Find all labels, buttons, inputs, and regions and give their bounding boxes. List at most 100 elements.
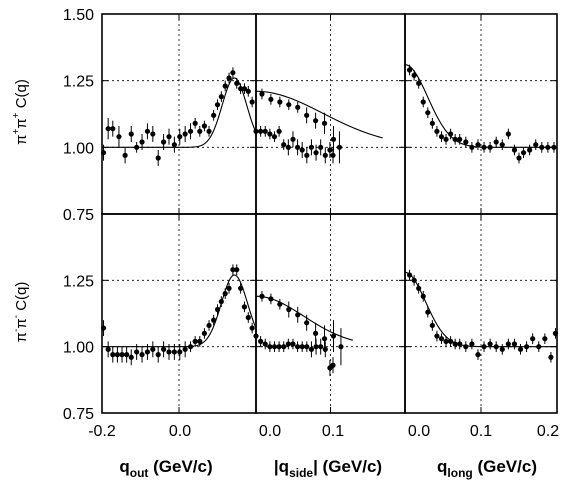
panel-frame	[255, 213, 406, 414]
data-point	[197, 128, 203, 134]
data-point	[150, 346, 156, 352]
fit-curve-panel-1	[255, 90, 383, 139]
data-point	[214, 102, 221, 108]
data-point	[448, 131, 454, 137]
data-point	[206, 128, 212, 134]
data-point	[245, 88, 251, 94]
data-point	[267, 131, 273, 137]
data-point	[211, 317, 217, 323]
data-point	[155, 352, 161, 358]
data-point	[443, 136, 449, 142]
x-tick-label: 0.2	[537, 423, 559, 440]
data-point	[201, 330, 208, 336]
data-point	[545, 144, 551, 150]
data-point	[105, 346, 111, 352]
data-point	[322, 152, 328, 158]
data-point	[155, 155, 161, 161]
data-point	[201, 123, 208, 129]
data-point	[144, 128, 151, 134]
data-point	[299, 147, 305, 153]
data-point	[457, 341, 463, 347]
data-point	[295, 312, 301, 318]
data-point	[171, 349, 177, 355]
data-point	[222, 291, 228, 297]
data-point	[469, 341, 475, 347]
data-point	[226, 285, 232, 291]
y-tick-label: 1.00	[63, 340, 94, 357]
x-axis-label: |qside| (GeV/c)	[274, 457, 382, 480]
data-point	[308, 346, 315, 352]
data-point	[234, 267, 240, 273]
data-point	[105, 126, 111, 132]
data-point	[182, 346, 188, 352]
data-point	[241, 304, 248, 310]
data-point	[530, 336, 536, 342]
data-point	[481, 344, 487, 350]
data-point	[134, 144, 140, 150]
data-point	[416, 285, 422, 291]
data-point	[267, 344, 273, 350]
data-point	[481, 144, 487, 150]
data-point	[330, 152, 336, 158]
fit-curve-panel-2	[404, 64, 557, 148]
data-point	[218, 298, 224, 305]
data-point	[438, 134, 445, 140]
data-point	[318, 144, 324, 150]
data-point	[499, 346, 505, 352]
data-point	[139, 352, 145, 358]
data-point	[150, 131, 156, 137]
data-point	[218, 94, 224, 100]
data-point	[258, 128, 264, 134]
data-point	[249, 325, 255, 331]
data-point	[245, 314, 251, 321]
x-tick-label: -0.2	[88, 423, 116, 440]
data-point	[499, 142, 505, 148]
data-point	[536, 344, 542, 350]
data-point	[516, 155, 522, 161]
data-point	[171, 142, 177, 148]
data-point	[161, 139, 167, 145]
data-point	[268, 296, 274, 302]
data-point	[116, 134, 122, 140]
data-point	[511, 147, 518, 153]
data-point	[457, 136, 463, 142]
data-point	[542, 336, 548, 342]
data-point	[338, 344, 344, 350]
data-point	[124, 352, 130, 358]
data-point	[411, 72, 417, 78]
data-point	[277, 301, 283, 307]
data-point	[493, 139, 499, 145]
data-point	[295, 104, 301, 110]
data-point	[322, 346, 328, 352]
data-point	[321, 120, 328, 126]
data-point	[533, 142, 539, 148]
fit-curve-panel-0	[102, 77, 257, 148]
data-point	[192, 338, 198, 344]
data-point	[166, 134, 172, 140]
data-point	[330, 362, 336, 368]
data-point	[294, 344, 301, 350]
data-point	[290, 136, 296, 142]
data-point	[182, 131, 188, 137]
data-point	[187, 128, 194, 134]
data-point	[313, 330, 319, 336]
data-point	[505, 131, 511, 137]
data-point	[304, 344, 310, 350]
x-tick-label: 0.0	[169, 423, 191, 440]
data-point	[420, 99, 426, 105]
data-point	[234, 80, 240, 86]
data-point	[177, 349, 183, 355]
data-point	[259, 91, 265, 97]
data-point	[463, 344, 469, 350]
data-point	[434, 333, 440, 339]
y-tick-label: 1.00	[63, 140, 94, 157]
data-point	[434, 128, 440, 134]
data-point	[294, 144, 301, 150]
y-axis-label: π-π- C(q)	[11, 282, 30, 343]
data-point	[438, 336, 445, 342]
data-point	[420, 293, 426, 299]
data-point	[539, 144, 545, 150]
data-point	[425, 309, 431, 315]
data-point	[520, 150, 527, 156]
